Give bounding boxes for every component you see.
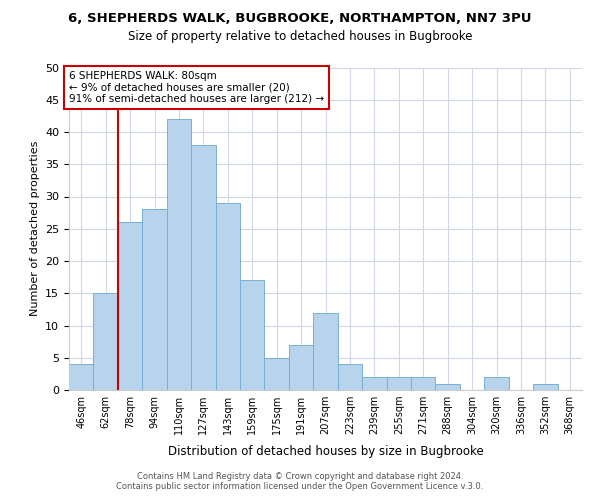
Bar [94, 293, 118, 390]
Bar [313, 312, 338, 390]
Bar [533, 384, 557, 390]
Text: Contains HM Land Registry data © Crown copyright and database right 2024.: Contains HM Land Registry data © Crown c… [137, 472, 463, 481]
Bar [386, 377, 411, 390]
Bar [362, 377, 386, 390]
Text: Size of property relative to detached houses in Bugbrooke: Size of property relative to detached ho… [128, 30, 472, 43]
Bar [118, 222, 142, 390]
Y-axis label: Number of detached properties: Number of detached properties [29, 141, 40, 316]
Bar [142, 210, 167, 390]
Bar [338, 364, 362, 390]
Bar [191, 145, 215, 390]
Bar [215, 203, 240, 390]
Text: Contains public sector information licensed under the Open Government Licence v.: Contains public sector information licen… [116, 482, 484, 491]
Bar [436, 384, 460, 390]
Bar [69, 364, 94, 390]
Text: 6, SHEPHERDS WALK, BUGBROOKE, NORTHAMPTON, NN7 3PU: 6, SHEPHERDS WALK, BUGBROOKE, NORTHAMPTO… [68, 12, 532, 26]
Bar [240, 280, 265, 390]
Bar [265, 358, 289, 390]
Bar [167, 119, 191, 390]
Bar [411, 377, 436, 390]
X-axis label: Distribution of detached houses by size in Bugbrooke: Distribution of detached houses by size … [167, 446, 484, 458]
Text: 6 SHEPHERDS WALK: 80sqm
← 9% of detached houses are smaller (20)
91% of semi-det: 6 SHEPHERDS WALK: 80sqm ← 9% of detached… [69, 70, 324, 104]
Bar [484, 377, 509, 390]
Bar [289, 345, 313, 390]
